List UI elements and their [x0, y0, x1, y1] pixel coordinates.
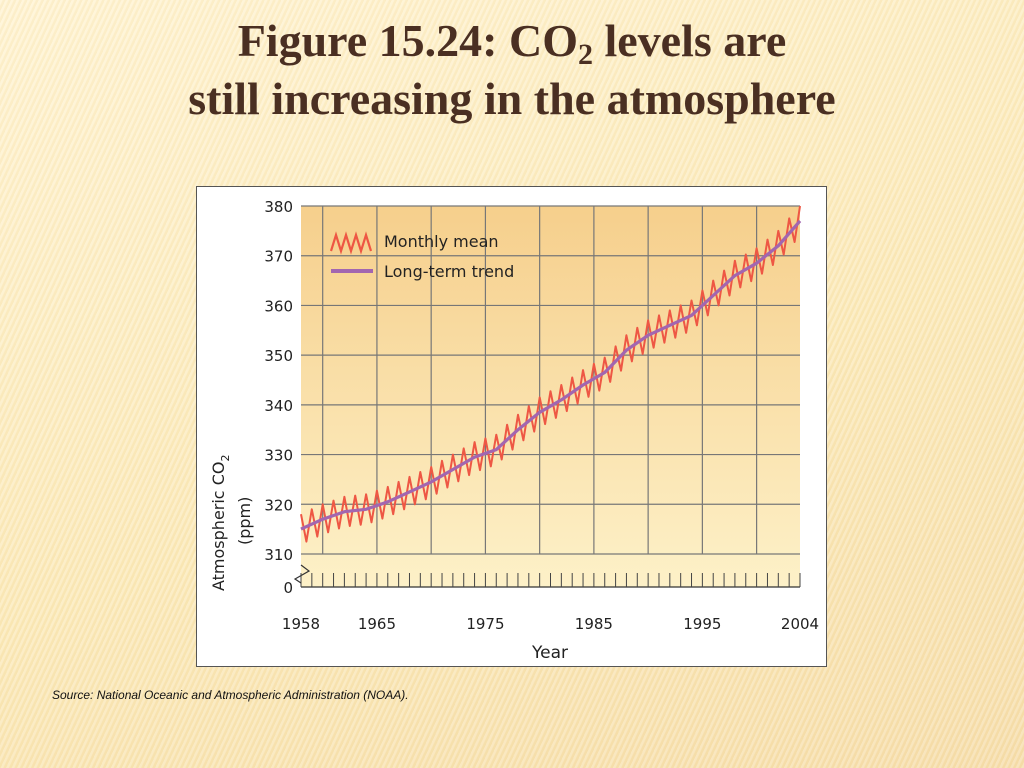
y-tick-label: 350 [264, 347, 293, 365]
x-tick-label: 2004 [781, 615, 819, 633]
y-tick-label: 340 [264, 397, 293, 415]
y-tick-label: 380 [264, 198, 293, 216]
x-tick-label: 1995 [683, 615, 721, 633]
y-tick-label: 320 [264, 496, 293, 514]
co2-chart: 0 310 320 330 340 350 360 370 380 1958 1965 1975 198… [209, 198, 819, 663]
legend-monthly-mean-label: Monthly mean [384, 232, 499, 251]
y-tick-label: 370 [264, 248, 293, 266]
y-tick-label: 0 [283, 579, 293, 597]
x-tick-label: 1975 [466, 615, 504, 633]
slide-title: Figure 15.24: CO2 levels are still incre… [0, 12, 1024, 128]
title-line-1: Figure 15.24: CO2 levels are [237, 15, 787, 71]
y-axis-unit: (ppm) [235, 497, 254, 545]
legend-monthly-mean-swatch [329, 231, 373, 255]
y-axis-break [293, 564, 311, 584]
title-line-2: still increasing in the atmosphere [188, 73, 836, 124]
x-tick-label: 1965 [358, 615, 396, 633]
x-tick-label: 1958 [282, 615, 320, 633]
x-tick-label: 1985 [575, 615, 613, 633]
co2-figure: 0 310 320 330 340 350 360 370 380 1958 1965 1975 198… [196, 186, 827, 667]
legend-long-term-trend-label: Long-term trend [384, 262, 514, 281]
y-axis-title: Atmospheric CO2 [209, 455, 232, 591]
source-note: Source: National Oceanic and Atmospheric… [52, 688, 409, 702]
x-axis-title: Year [531, 643, 568, 663]
y-tick-label: 330 [264, 447, 293, 465]
legend: Monthly mean Long-term trend [329, 231, 514, 281]
y-tick-label: 310 [264, 546, 293, 564]
long-term-trend-line [300, 219, 802, 531]
monthly-mean-line [300, 205, 801, 543]
y-tick-label: 360 [264, 297, 293, 315]
